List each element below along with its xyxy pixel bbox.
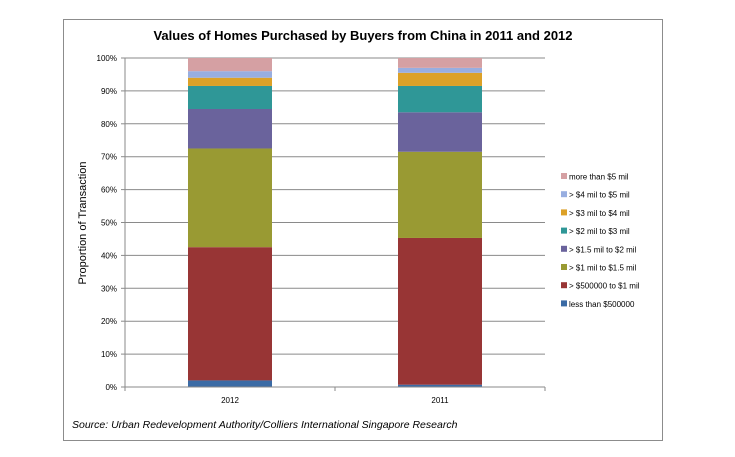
bar-segment xyxy=(398,237,482,385)
bar-segment xyxy=(398,67,482,73)
x-tick-label: 2012 xyxy=(221,396,239,405)
bar-segment xyxy=(398,85,482,113)
bar-segment xyxy=(188,148,272,248)
legend-label: > $3 mil to $4 mil xyxy=(569,209,630,218)
legend-label: > $4 mil to $5 mil xyxy=(569,191,630,200)
legend-swatch xyxy=(561,300,567,307)
y-tick-label: 50% xyxy=(101,219,117,228)
legend-label: less than $500000 xyxy=(569,300,635,309)
axes: 0% 10% 20% 30% 40% 50% 60% 70% 80% 90% 100% 2012 201… xyxy=(97,54,546,405)
bar-segment xyxy=(188,108,272,149)
legend-swatch xyxy=(561,191,567,198)
y-tick-label: 0% xyxy=(105,383,117,392)
bar-segment xyxy=(398,112,482,152)
bar-segment xyxy=(188,380,272,387)
y-tick-label: 100% xyxy=(97,54,117,63)
y-tick-label: 80% xyxy=(101,120,117,129)
y-tick-label: 60% xyxy=(101,186,117,195)
y-tick-label: 30% xyxy=(101,284,117,293)
bars xyxy=(188,58,482,387)
legend-label: > $1.5 mil to $2 mil xyxy=(569,245,637,254)
bar-segment xyxy=(188,58,272,72)
bar-segment xyxy=(188,77,272,86)
source-note: Source: Urban Redevelopment Authority/Co… xyxy=(72,419,458,431)
legend-label: more than $5 mil xyxy=(569,173,629,182)
bar-segment xyxy=(188,85,272,109)
legend-label: > $500000 to $1 mil xyxy=(569,282,640,291)
legend-swatch xyxy=(561,245,567,252)
x-tick-label: 2011 xyxy=(431,396,449,405)
bar-segment xyxy=(398,151,482,238)
bar-segment xyxy=(398,384,482,387)
legend-label: > $2 mil to $3 mil xyxy=(569,227,630,236)
bar-segment xyxy=(398,58,482,68)
y-tick-label: 10% xyxy=(101,350,117,359)
legend-swatch xyxy=(561,173,567,179)
legend-swatch xyxy=(561,209,567,216)
y-tick-label: 20% xyxy=(101,317,117,326)
y-tick-label: 90% xyxy=(101,87,117,96)
legend-swatch xyxy=(561,282,567,289)
legend-label: > $1 mil to $1.5 mil xyxy=(569,264,637,273)
legend-swatch xyxy=(561,227,567,234)
y-tick-label: 70% xyxy=(101,153,117,162)
y-tick-label: 40% xyxy=(101,251,117,260)
legend: more than $5 mil > $4 mil to $5 mil > $3 m… xyxy=(561,173,640,309)
y-axis-label: Proportion of Transaction xyxy=(77,162,89,285)
bar-segment xyxy=(188,247,272,381)
bar-segment xyxy=(398,72,482,86)
bar-segment xyxy=(188,71,272,78)
chart-title: Values of Homes Purchased by Buyers from… xyxy=(153,28,572,43)
legend-swatch xyxy=(561,264,567,270)
